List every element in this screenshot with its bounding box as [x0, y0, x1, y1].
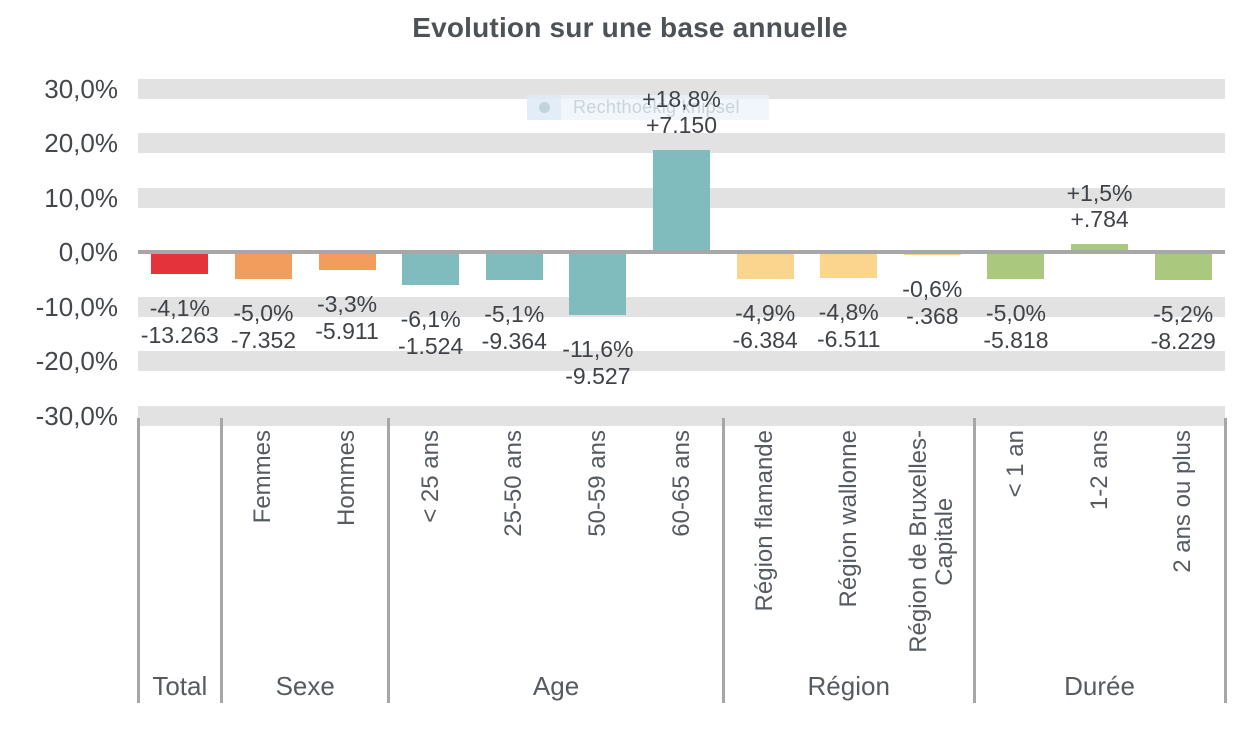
group-label: Age [532, 671, 580, 701]
chart-bar [402, 252, 460, 286]
group-divider-line [387, 418, 391, 703]
bar-value-label: -6.511 [816, 326, 881, 353]
bar-percent-label: -4,9% [735, 299, 796, 326]
chart-title: Evolution sur une base annuelle [412, 12, 848, 43]
category-label: Région wallonne [834, 430, 862, 608]
chart-bar [653, 149, 710, 252]
chart-bar [234, 252, 292, 280]
group-label: Sexe [275, 671, 335, 701]
y-axis-tick-label: -20,0% [35, 346, 118, 376]
y-axis-tick-label: 30,0% [44, 73, 118, 104]
bar-value-label: +7.150 [646, 111, 717, 138]
bar-value-label: -1.524 [398, 333, 464, 360]
bar-percent-label: -3,3% [316, 290, 378, 317]
y-axis-tick-label: -10,0% [35, 291, 118, 322]
chart-bar [151, 252, 209, 275]
category-label: Hommes [333, 430, 361, 527]
snip-mode-icon [538, 102, 550, 113]
chart-bar [1071, 243, 1129, 252]
bar-value-label: -5.818 [983, 327, 1049, 354]
group-divider-line [721, 418, 725, 703]
chart-bar [736, 252, 794, 279]
gridline-band [138, 296, 1225, 317]
group-label: Région [807, 671, 890, 701]
group-divider-line [136, 418, 140, 703]
chart-bar [820, 252, 878, 279]
category-label: 1-2 ans [1085, 430, 1113, 511]
gridline-band [138, 78, 1225, 99]
bar-value-label: -6.384 [732, 326, 798, 353]
category-label: < 25 ans [416, 430, 444, 523]
category-label: Femmes [249, 430, 277, 524]
bar-percent-label: -11,6% [562, 336, 634, 363]
category-label: 60-65 ans [667, 430, 695, 537]
bar-value-label: +.784 [1070, 205, 1129, 232]
bar-percent-label: -0,6% [902, 276, 963, 303]
snip-tool-overlay[interactable]: Rechthoekig knipsel [527, 95, 769, 120]
bar-value-label: -9.364 [481, 327, 547, 354]
group-divider-line [1223, 418, 1227, 703]
y-axis-tick-label: 20,0% [44, 128, 118, 158]
chart-bar [1154, 252, 1212, 281]
bar-value-label: -7.352 [230, 327, 297, 354]
bar-value-label: -9.527 [565, 363, 631, 390]
group-divider-line [220, 418, 224, 703]
category-label: 25-50 ans [500, 430, 528, 537]
y-axis-tick-label: 0,0% [58, 237, 118, 267]
group-label: Durée [1064, 671, 1135, 701]
bar-percent-label: +18,8% [642, 85, 721, 112]
bar-percent-label: -5,2% [1153, 301, 1214, 328]
chart-bar [485, 252, 543, 280]
gridline-band [138, 405, 1225, 426]
bar-value-label: -8.229 [1150, 328, 1216, 355]
bar-percent-label: +1,5% [1066, 179, 1133, 206]
bar-value-label: -13.263 [140, 322, 219, 349]
bar-percent-label: -4,1% [149, 295, 210, 322]
bar-percent-label: -4,8% [818, 299, 879, 326]
snip-tool-label: Rechthoekig knipsel [573, 97, 740, 117]
bar-percent-label: -5,1% [484, 300, 545, 327]
group-divider-line [972, 418, 976, 703]
group-label: Total [152, 671, 208, 701]
category-label: Région de Bruxelles- Capitale [905, 430, 959, 653]
gridline-band [138, 133, 1225, 153]
chart-bar [569, 252, 627, 316]
y-axis-tick-label: -30,0% [35, 400, 118, 431]
chart-bar [318, 252, 376, 270]
bar-percent-label: -5,0% [233, 300, 294, 327]
chart-bar [987, 252, 1045, 280]
category-label: 2 ans ou plus [1169, 430, 1197, 573]
gridline-band [138, 351, 1225, 371]
bar-percent-label: -5,0% [985, 300, 1046, 327]
bar-percent-label: -6,1% [400, 306, 461, 333]
x-axis-zero-line [138, 250, 1225, 254]
bar-value-label: -5.911 [315, 317, 379, 344]
category-label: < 1 an [1002, 430, 1029, 498]
y-axis-tick-label: 10,0% [44, 182, 118, 213]
category-label: Région flamande [751, 430, 779, 612]
snip-mode-button[interactable] [527, 95, 561, 120]
bar-value-label: -.368 [906, 303, 959, 330]
category-label: 50-59 ans [583, 430, 611, 537]
